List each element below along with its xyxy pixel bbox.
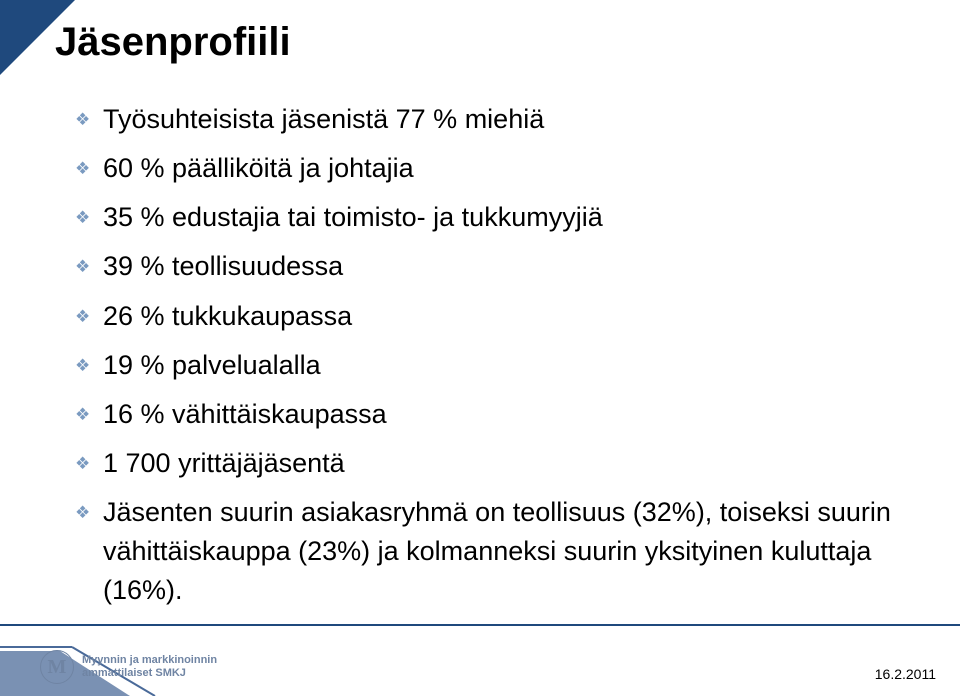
bullet-item: 35 % edustajia tai toimisto- ja tukkumyy… xyxy=(75,198,900,237)
bullet-item: 26 % tukkukaupassa xyxy=(75,297,900,336)
bullet-item: Työsuhteisista jäsenistä 77 % miehiä xyxy=(75,100,900,139)
bullet-item: 1 700 yrittäjäjäsentä xyxy=(75,444,900,483)
logo-text-line1: Myynnin ja markkinoinnin xyxy=(82,654,217,667)
footer: M Myynnin ja markkinoinnin ammattilaiset… xyxy=(0,624,960,696)
slide: Jäsenprofiili Työsuhteisista jäsenistä 7… xyxy=(0,0,960,696)
footer-date: 16.2.2011 xyxy=(875,666,936,682)
bullet-list: Työsuhteisista jäsenistä 77 % miehiä 60 %… xyxy=(75,100,900,621)
bullet-item: Jäsenten suurin asiakasryhmä on teollisu… xyxy=(75,493,900,610)
bullet-item: 19 % palvelualalla xyxy=(75,346,900,385)
logo-mark-icon: M xyxy=(40,650,74,684)
footer-logo: M Myynnin ja markkinoinnin ammattilaiset… xyxy=(40,650,217,684)
bullet-item: 39 % teollisuudessa xyxy=(75,247,900,286)
logo-text-line2: ammattilaiset SMKJ xyxy=(82,667,217,680)
bullet-item: 16 % vähittäiskaupassa xyxy=(75,395,900,434)
logo-text: Myynnin ja markkinoinnin ammattilaiset S… xyxy=(82,654,217,680)
slide-title: Jäsenprofiili xyxy=(55,20,291,65)
bullet-item: 60 % päälliköitä ja johtajia xyxy=(75,149,900,188)
